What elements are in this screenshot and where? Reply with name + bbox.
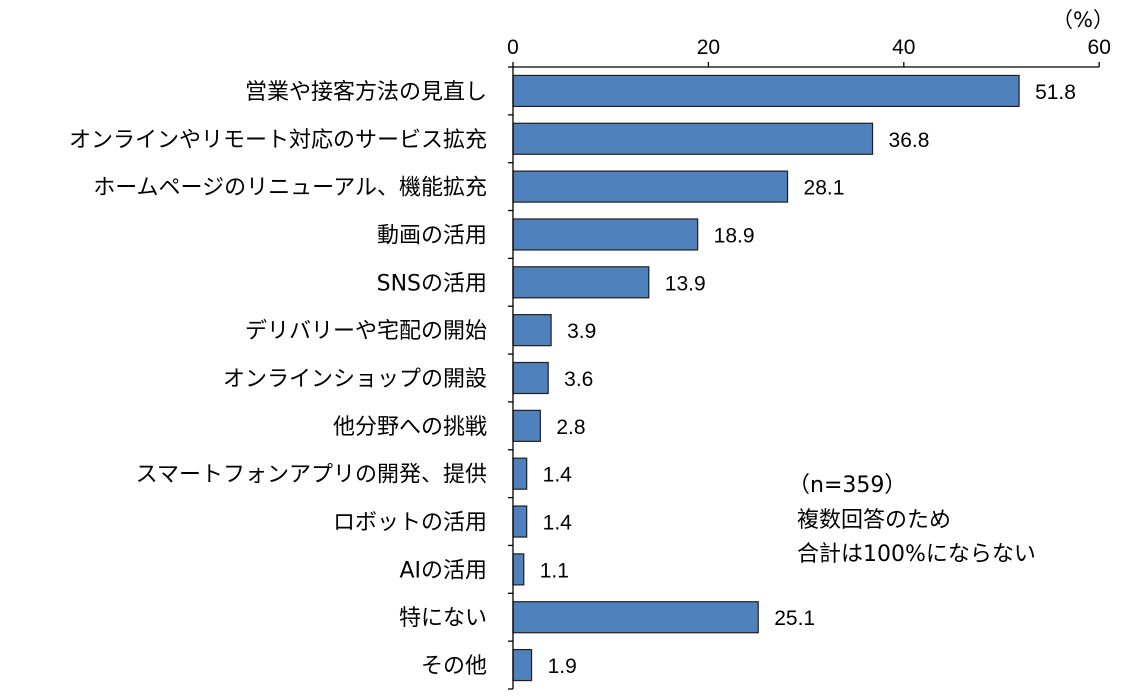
category-label: オンラインやリモート対応のサービス拡充 (69, 128, 487, 153)
category-label: 営業や接客方法の見直し (245, 80, 487, 105)
value-labels: 51.8 36.8 28.1 18.9 13.9 3.9 3.6 2.8 1.4 1.4 1.1 25… (540, 81, 1076, 678)
x-tick-label: 20 (697, 36, 720, 59)
category-label: 特にない (399, 606, 487, 631)
category-label: 動画の活用 (377, 223, 487, 248)
bar (512, 122, 874, 155)
bar (512, 553, 525, 586)
category-label: AIの活用 (399, 558, 487, 583)
value-label: 28.1 (804, 177, 845, 200)
x-tick-label: 0 (507, 36, 519, 59)
bar (512, 266, 650, 299)
category-label: ホームページのリニューアル、機能拡充 (93, 176, 487, 201)
note-total-not-100: 合計は100%にならない (797, 542, 1036, 567)
value-label: 1.9 (548, 655, 577, 678)
category-label: SNSの活用 (377, 271, 487, 296)
value-label: 3.9 (567, 320, 596, 343)
value-label: 1.4 (543, 512, 573, 535)
bar (512, 218, 699, 251)
bar (512, 648, 533, 682)
value-label: 13.9 (665, 272, 706, 295)
bar (512, 361, 549, 395)
note-multiple-answers: 複数回答のため (797, 508, 951, 533)
value-label: 36.8 (889, 129, 930, 152)
bar (512, 74, 1020, 108)
bar (512, 505, 528, 538)
category-label: オンラインショップの開設 (223, 367, 487, 392)
value-label: 51.8 (1035, 81, 1076, 104)
category-label: スマートフォンアプリの開発、提供 (136, 463, 487, 488)
bars (512, 74, 1020, 682)
value-label: 3.6 (564, 368, 593, 391)
note-sample-size: （n=359） (788, 473, 906, 498)
bar (512, 601, 759, 634)
bar (512, 170, 789, 203)
value-label: 18.9 (714, 224, 755, 247)
x-tick-label: 60 (1088, 36, 1111, 59)
value-label: 1.4 (543, 464, 573, 487)
category-label: ロボットの活用 (333, 511, 487, 536)
value-label: 25.1 (774, 607, 815, 630)
category-label: 他分野への挑戦 (333, 415, 487, 440)
axes (508, 62, 1100, 690)
bar (512, 457, 528, 490)
note-box: （n=359） 複数回答のため 合計は100%にならない (788, 473, 1036, 567)
category-label: デリバリーや宅配の開始 (245, 319, 487, 344)
category-label: その他 (421, 654, 487, 679)
x-axis-ticks: 0 20 40 60 (507, 36, 1111, 59)
bar (512, 409, 541, 442)
value-label: 1.1 (540, 559, 569, 582)
unit-label: （%） (1052, 8, 1114, 32)
x-tick-label: 40 (892, 36, 915, 59)
category-labels: 営業や接客方法の見直しオンラインやリモート対応のサービス拡充ホームページのリニュ… (69, 80, 487, 679)
bar (512, 314, 552, 347)
value-label: 2.8 (556, 416, 585, 439)
